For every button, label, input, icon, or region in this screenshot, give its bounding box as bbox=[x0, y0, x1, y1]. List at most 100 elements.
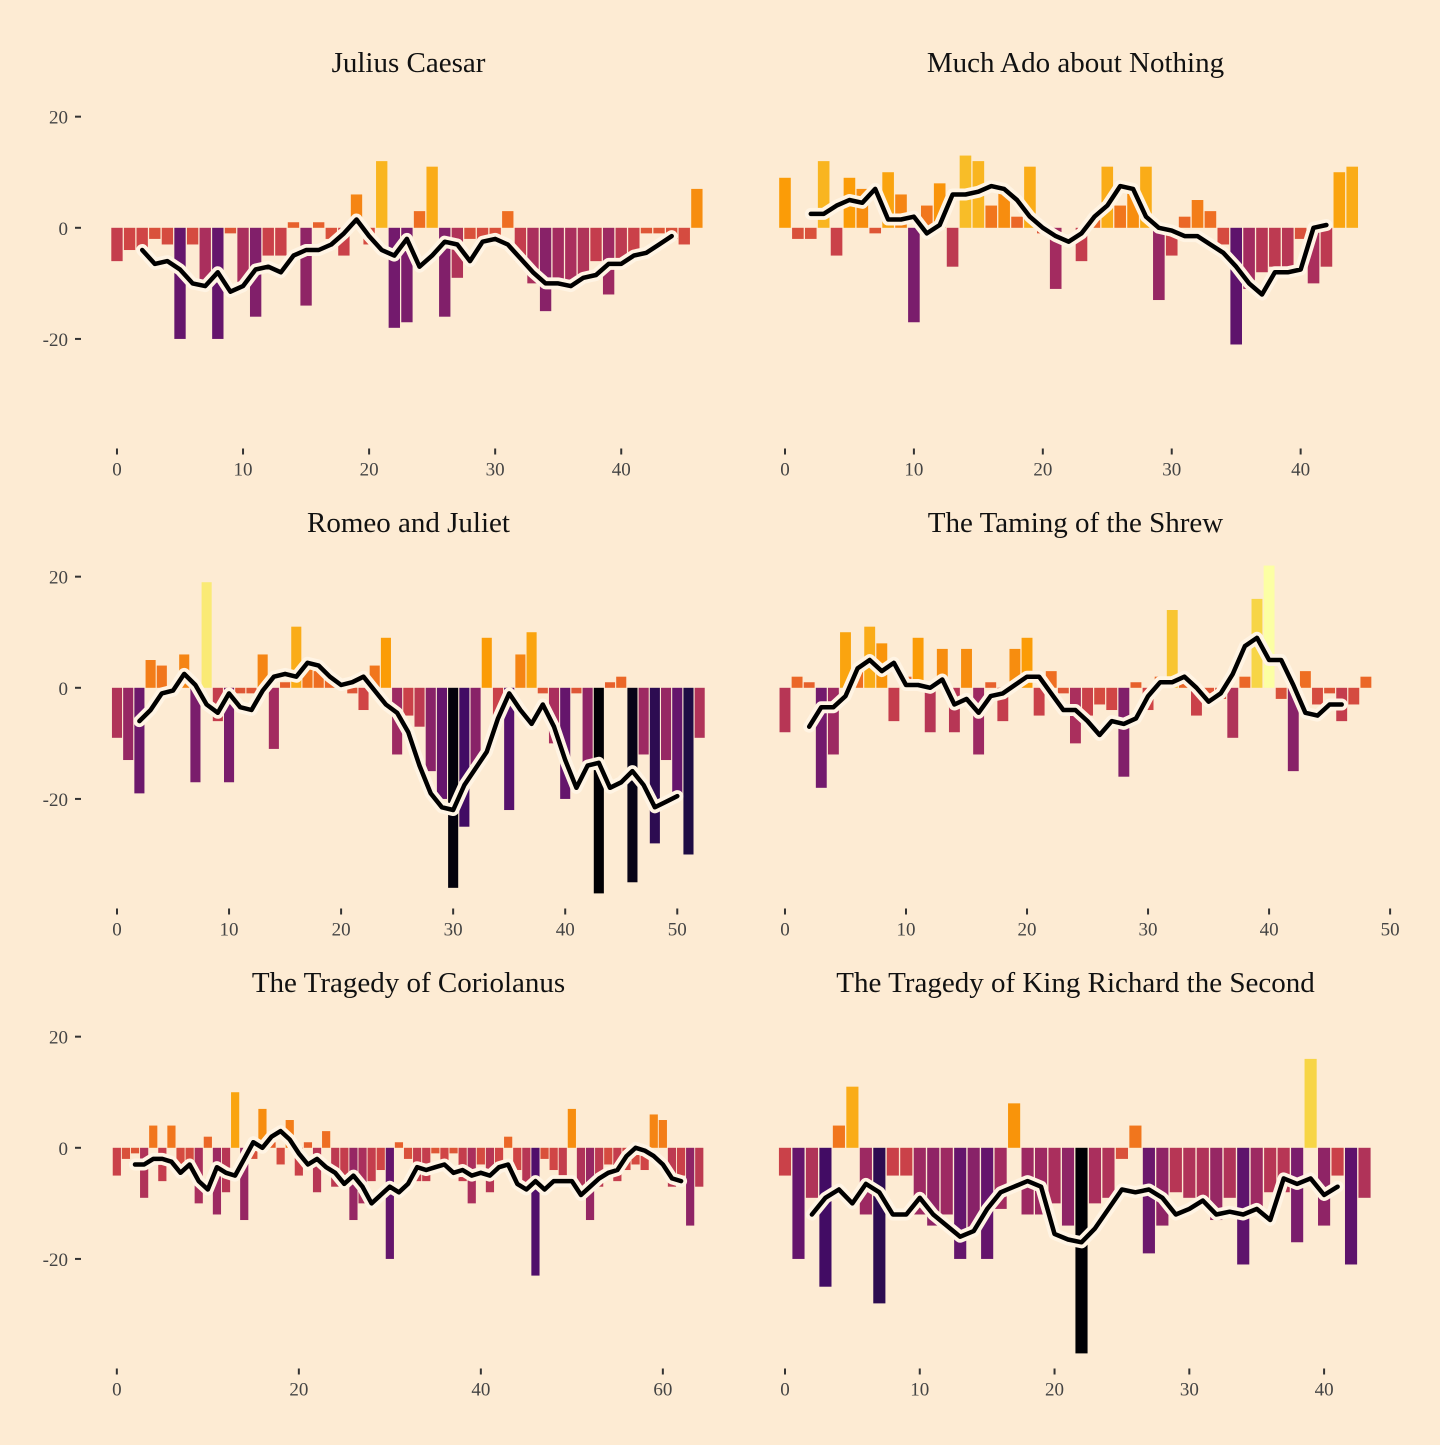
panel-title: The Taming of the Shrew bbox=[928, 507, 1223, 539]
bar bbox=[1024, 166, 1036, 228]
bar bbox=[262, 227, 274, 256]
bar bbox=[414, 687, 425, 727]
bar bbox=[439, 227, 451, 317]
bar bbox=[156, 665, 167, 688]
bar bbox=[302, 665, 313, 688]
bar bbox=[803, 682, 815, 688]
bar bbox=[1115, 1147, 1128, 1159]
bar bbox=[303, 1142, 313, 1148]
x-tick-label: 30 bbox=[1139, 920, 1158, 941]
bar bbox=[640, 1147, 649, 1171]
bar bbox=[1250, 1147, 1263, 1215]
bar bbox=[1140, 166, 1152, 228]
x-tick-label: 30 bbox=[1162, 460, 1181, 481]
bar bbox=[199, 227, 211, 284]
y-tick-label: 0 bbox=[59, 679, 69, 700]
bar bbox=[638, 687, 649, 755]
bar bbox=[338, 227, 350, 256]
bar bbox=[275, 227, 287, 256]
bar bbox=[1057, 687, 1069, 694]
x-tick-label: 10 bbox=[897, 920, 916, 941]
bar bbox=[380, 637, 391, 688]
bar bbox=[997, 687, 1009, 722]
bar bbox=[470, 687, 481, 772]
bar bbox=[912, 637, 924, 688]
y-tick-label: 20 bbox=[49, 1028, 68, 1049]
bar bbox=[1094, 687, 1106, 705]
bar bbox=[886, 1147, 899, 1176]
bar bbox=[895, 194, 907, 228]
bar bbox=[819, 1147, 832, 1287]
bar bbox=[571, 687, 582, 694]
bar bbox=[526, 632, 537, 688]
bar bbox=[425, 687, 436, 772]
bar bbox=[1269, 227, 1281, 267]
bar bbox=[492, 687, 504, 716]
bar bbox=[615, 227, 627, 267]
bar bbox=[658, 1120, 667, 1148]
bar bbox=[130, 1147, 140, 1154]
bar bbox=[1114, 205, 1126, 228]
bar bbox=[136, 227, 148, 251]
bar bbox=[258, 1108, 267, 1148]
bar bbox=[604, 682, 616, 688]
x-tick-label: 0 bbox=[112, 1380, 122, 1401]
bar bbox=[514, 227, 527, 262]
bar bbox=[1230, 227, 1242, 345]
bar bbox=[1127, 188, 1139, 228]
bar bbox=[817, 161, 830, 228]
bar bbox=[494, 1147, 504, 1171]
bar bbox=[224, 227, 237, 234]
bar bbox=[1333, 172, 1346, 228]
bar bbox=[431, 1147, 440, 1154]
bar bbox=[827, 687, 839, 755]
bar bbox=[967, 1147, 980, 1232]
bar bbox=[426, 166, 438, 228]
y-tick-label: 0 bbox=[59, 1139, 69, 1160]
x-tick-label: 40 bbox=[1315, 1380, 1334, 1401]
bar bbox=[649, 687, 660, 844]
bar bbox=[549, 1147, 558, 1171]
bar bbox=[1075, 227, 1088, 262]
bar bbox=[1166, 610, 1178, 688]
y-tick-label: -20 bbox=[43, 790, 68, 811]
bar bbox=[481, 637, 492, 688]
bar bbox=[1237, 1147, 1250, 1265]
bar bbox=[961, 648, 972, 688]
bar bbox=[678, 227, 690, 245]
x-tick-label: 20 bbox=[360, 460, 379, 481]
x-tick-label: 40 bbox=[1260, 920, 1279, 941]
bar bbox=[1033, 687, 1045, 716]
bar bbox=[350, 194, 363, 228]
bar bbox=[558, 1147, 567, 1182]
bar bbox=[1165, 227, 1178, 256]
bar bbox=[312, 1147, 322, 1193]
bar bbox=[627, 687, 638, 883]
bar bbox=[924, 687, 936, 733]
bar bbox=[1082, 687, 1093, 716]
bar bbox=[1106, 687, 1118, 711]
bar bbox=[653, 227, 665, 234]
bar bbox=[1009, 648, 1021, 688]
x-tick-label: 10 bbox=[220, 920, 239, 941]
bar bbox=[449, 1147, 458, 1154]
bar bbox=[176, 1147, 185, 1165]
y-tick-label: 20 bbox=[49, 108, 68, 129]
bar bbox=[946, 227, 959, 267]
bar bbox=[237, 227, 249, 284]
bar bbox=[413, 211, 426, 228]
x-tick-label: 10 bbox=[234, 460, 253, 481]
bar bbox=[1061, 1147, 1075, 1226]
trend-line bbox=[809, 1176, 1340, 1245]
bar bbox=[369, 665, 380, 688]
bar bbox=[1304, 1058, 1317, 1148]
bar bbox=[936, 648, 948, 688]
bar bbox=[900, 1147, 913, 1176]
bar bbox=[388, 227, 400, 328]
bar bbox=[1291, 1147, 1304, 1243]
bar bbox=[145, 660, 156, 688]
trend-line bbox=[806, 635, 1344, 738]
bar bbox=[1048, 1147, 1061, 1204]
x-tick-label: 30 bbox=[444, 920, 463, 941]
bar bbox=[628, 227, 640, 256]
